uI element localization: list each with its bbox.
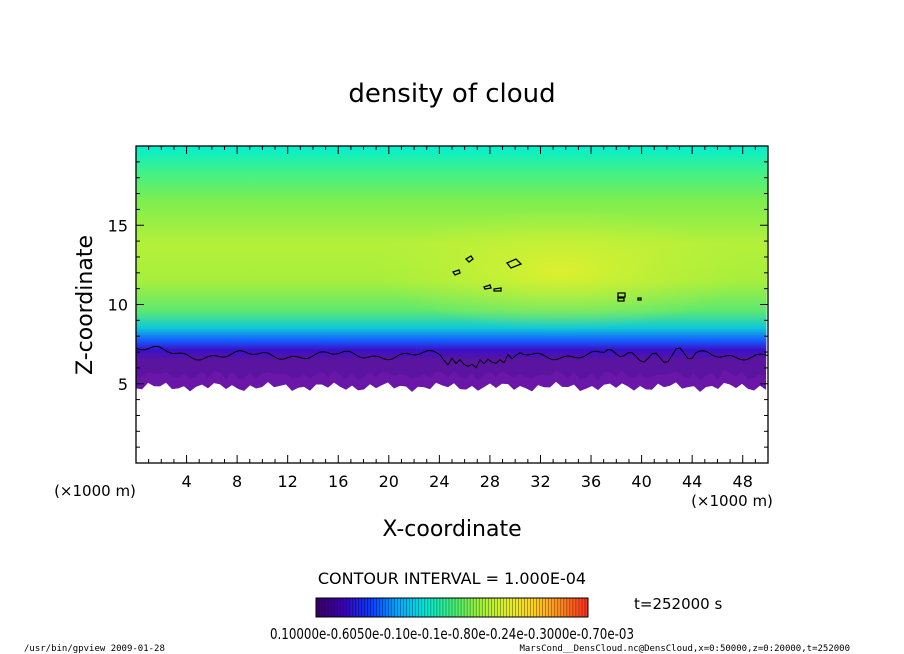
y-axis: 5 10 15	[108, 161, 768, 448]
x-tick-label: 12	[278, 472, 298, 491]
x-tick-label: 16	[328, 472, 348, 491]
chart-title: density of cloud	[348, 79, 555, 109]
x-tick-label: 28	[480, 472, 500, 491]
x-axis: 4 8 12 16 20 24 28 32 36 40 44 48	[148, 146, 756, 491]
x-tick-label: 48	[733, 472, 753, 491]
x-tick-label: 24	[429, 472, 449, 491]
x-tick-label: 40	[631, 472, 651, 491]
footer-right: MarsCond__DensCloud.nc@DensCloud,x=0:500…	[519, 644, 850, 654]
x-axis-label: X-coordinate	[382, 517, 521, 542]
y-tick-label: 10	[108, 296, 128, 315]
plot-area	[136, 146, 768, 392]
colorbar-tick-labels: 0.10000e-0.6050e-0.10e-0.1e-0.80e-0.24e-…	[270, 625, 634, 643]
y-tick-label: 15	[108, 216, 128, 235]
contour-interval-label: CONTOUR INTERVAL = 1.000E-04	[318, 569, 586, 588]
time-label: t=252000 s	[634, 595, 722, 613]
x-unit-label: (×1000 m)	[691, 492, 773, 510]
contour-islands	[451, 255, 642, 302]
cloud-core	[370, 210, 750, 330]
footer-left: /usr/bin/gpview 2009-01-28	[24, 644, 165, 654]
y-axis-label: Z-coordinate	[73, 235, 98, 375]
x-tick-label: 8	[232, 472, 242, 491]
x-tick-label: 32	[530, 472, 550, 491]
y-tick-label: 5	[118, 375, 128, 394]
z-unit-label: (×1000 m)	[54, 482, 136, 500]
cloud-base-band	[136, 369, 766, 392]
contour-line	[136, 345, 768, 369]
x-tick-label: 20	[379, 472, 399, 491]
x-tick-label: 4	[181, 472, 191, 491]
x-tick-label: 36	[581, 472, 601, 491]
colorbar-level-lines	[318, 598, 586, 617]
x-tick-label: 44	[682, 472, 702, 491]
